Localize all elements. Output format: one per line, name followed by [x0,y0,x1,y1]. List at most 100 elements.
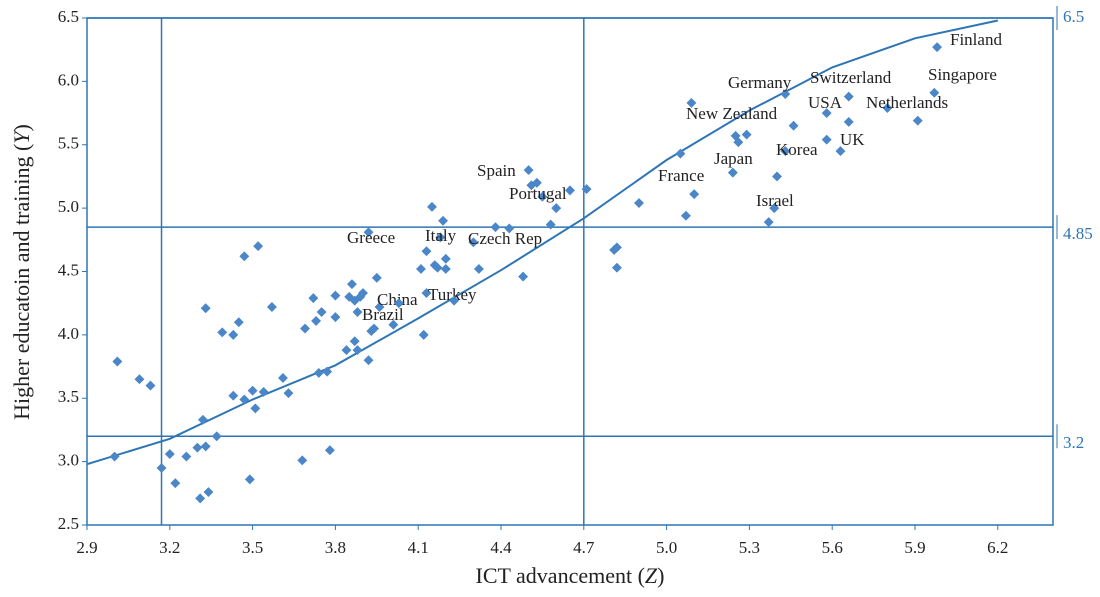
point [537,191,548,202]
reference-label: 4.85 [1063,224,1093,243]
point-label: Spain [477,161,516,180]
point [347,279,357,290]
x-tick-label: 5.3 [739,538,760,557]
y-axis-title-part: ) [9,124,34,131]
point [352,345,363,356]
point-label: Italy [425,226,457,245]
point-label: Turkey [428,285,477,304]
point [733,137,744,148]
x-tick-label: 5.9 [904,538,925,557]
point [473,264,484,274]
point [440,253,451,264]
point [780,89,791,99]
point [228,329,239,340]
point-label: New Zealand [686,104,778,123]
point [518,271,529,282]
point [228,390,239,401]
point [200,303,211,314]
point [300,323,310,334]
point [435,232,446,243]
point [195,493,206,504]
point [170,478,181,489]
x-tick-label: 4.4 [490,538,512,557]
point [211,431,222,442]
point [388,319,399,330]
point [239,394,250,405]
x-axis-title-part: ) [657,563,664,588]
point [250,403,261,414]
x-tick-label: 2.9 [76,538,97,557]
point [297,455,308,466]
point [253,241,264,252]
y-tick-label: 3.0 [58,451,79,470]
x-axis-title: ICT advancement (Z) [476,563,665,588]
y-axis-title: Higher educatoin and training (Y) [9,124,34,420]
y-tick-label: 6.5 [58,7,79,26]
point-label: USA [808,93,843,112]
x-tick-label: 3.2 [159,538,180,557]
point [156,463,167,473]
point-label: Portugal [509,184,567,203]
point [416,264,426,274]
y-axis-title-part: Y [9,129,34,144]
y-tick-label: 6.0 [58,70,79,89]
point [244,474,255,485]
point [843,116,854,127]
point [330,312,341,323]
point [843,91,854,102]
point [217,327,228,338]
point [283,388,294,399]
point-label: Israel [756,191,794,210]
point-label: Korea [776,140,818,159]
reference-label: 3.2 [1063,433,1084,452]
point [374,302,385,312]
point [611,262,622,273]
point [680,210,691,221]
point [421,246,432,257]
point [689,189,700,200]
point [313,367,324,378]
y-tick-label: 2.5 [58,514,79,533]
point [565,185,575,196]
point [418,329,429,340]
point [581,184,592,195]
point [821,108,832,119]
point [531,177,542,188]
point [311,315,322,326]
point [551,203,562,214]
point [239,251,250,262]
point [349,336,360,347]
point [675,148,686,159]
point [192,442,203,453]
point-label: Netherlands [866,93,948,112]
y-tick-label: 5.0 [58,197,79,216]
reference-label: 6.5 [1063,7,1084,26]
point [634,198,644,209]
point-label: Germany [728,73,792,92]
point-label: Singapore [928,65,997,84]
point [200,441,211,452]
point [545,219,556,230]
y-tick-label: 4.0 [58,324,79,343]
point-label: Switzerland [810,68,892,87]
x-tick-label: 4.7 [573,538,595,557]
y-tick-label: 3.5 [58,387,79,406]
point [611,242,622,253]
point [358,288,368,298]
point [821,134,832,145]
point [266,302,277,312]
point [769,203,780,214]
point [788,120,799,131]
point [449,295,460,306]
point-label: Japan [714,149,753,168]
x-tick-label: 6.2 [987,538,1008,557]
point [432,262,443,273]
point [523,165,534,176]
y-axis-title-part: Higher educatoin and training ( [9,144,34,420]
point-label: Finland [950,30,1002,49]
point [468,237,479,248]
point [181,451,192,462]
y-tick-label: 5.5 [58,134,79,153]
point [727,167,738,178]
